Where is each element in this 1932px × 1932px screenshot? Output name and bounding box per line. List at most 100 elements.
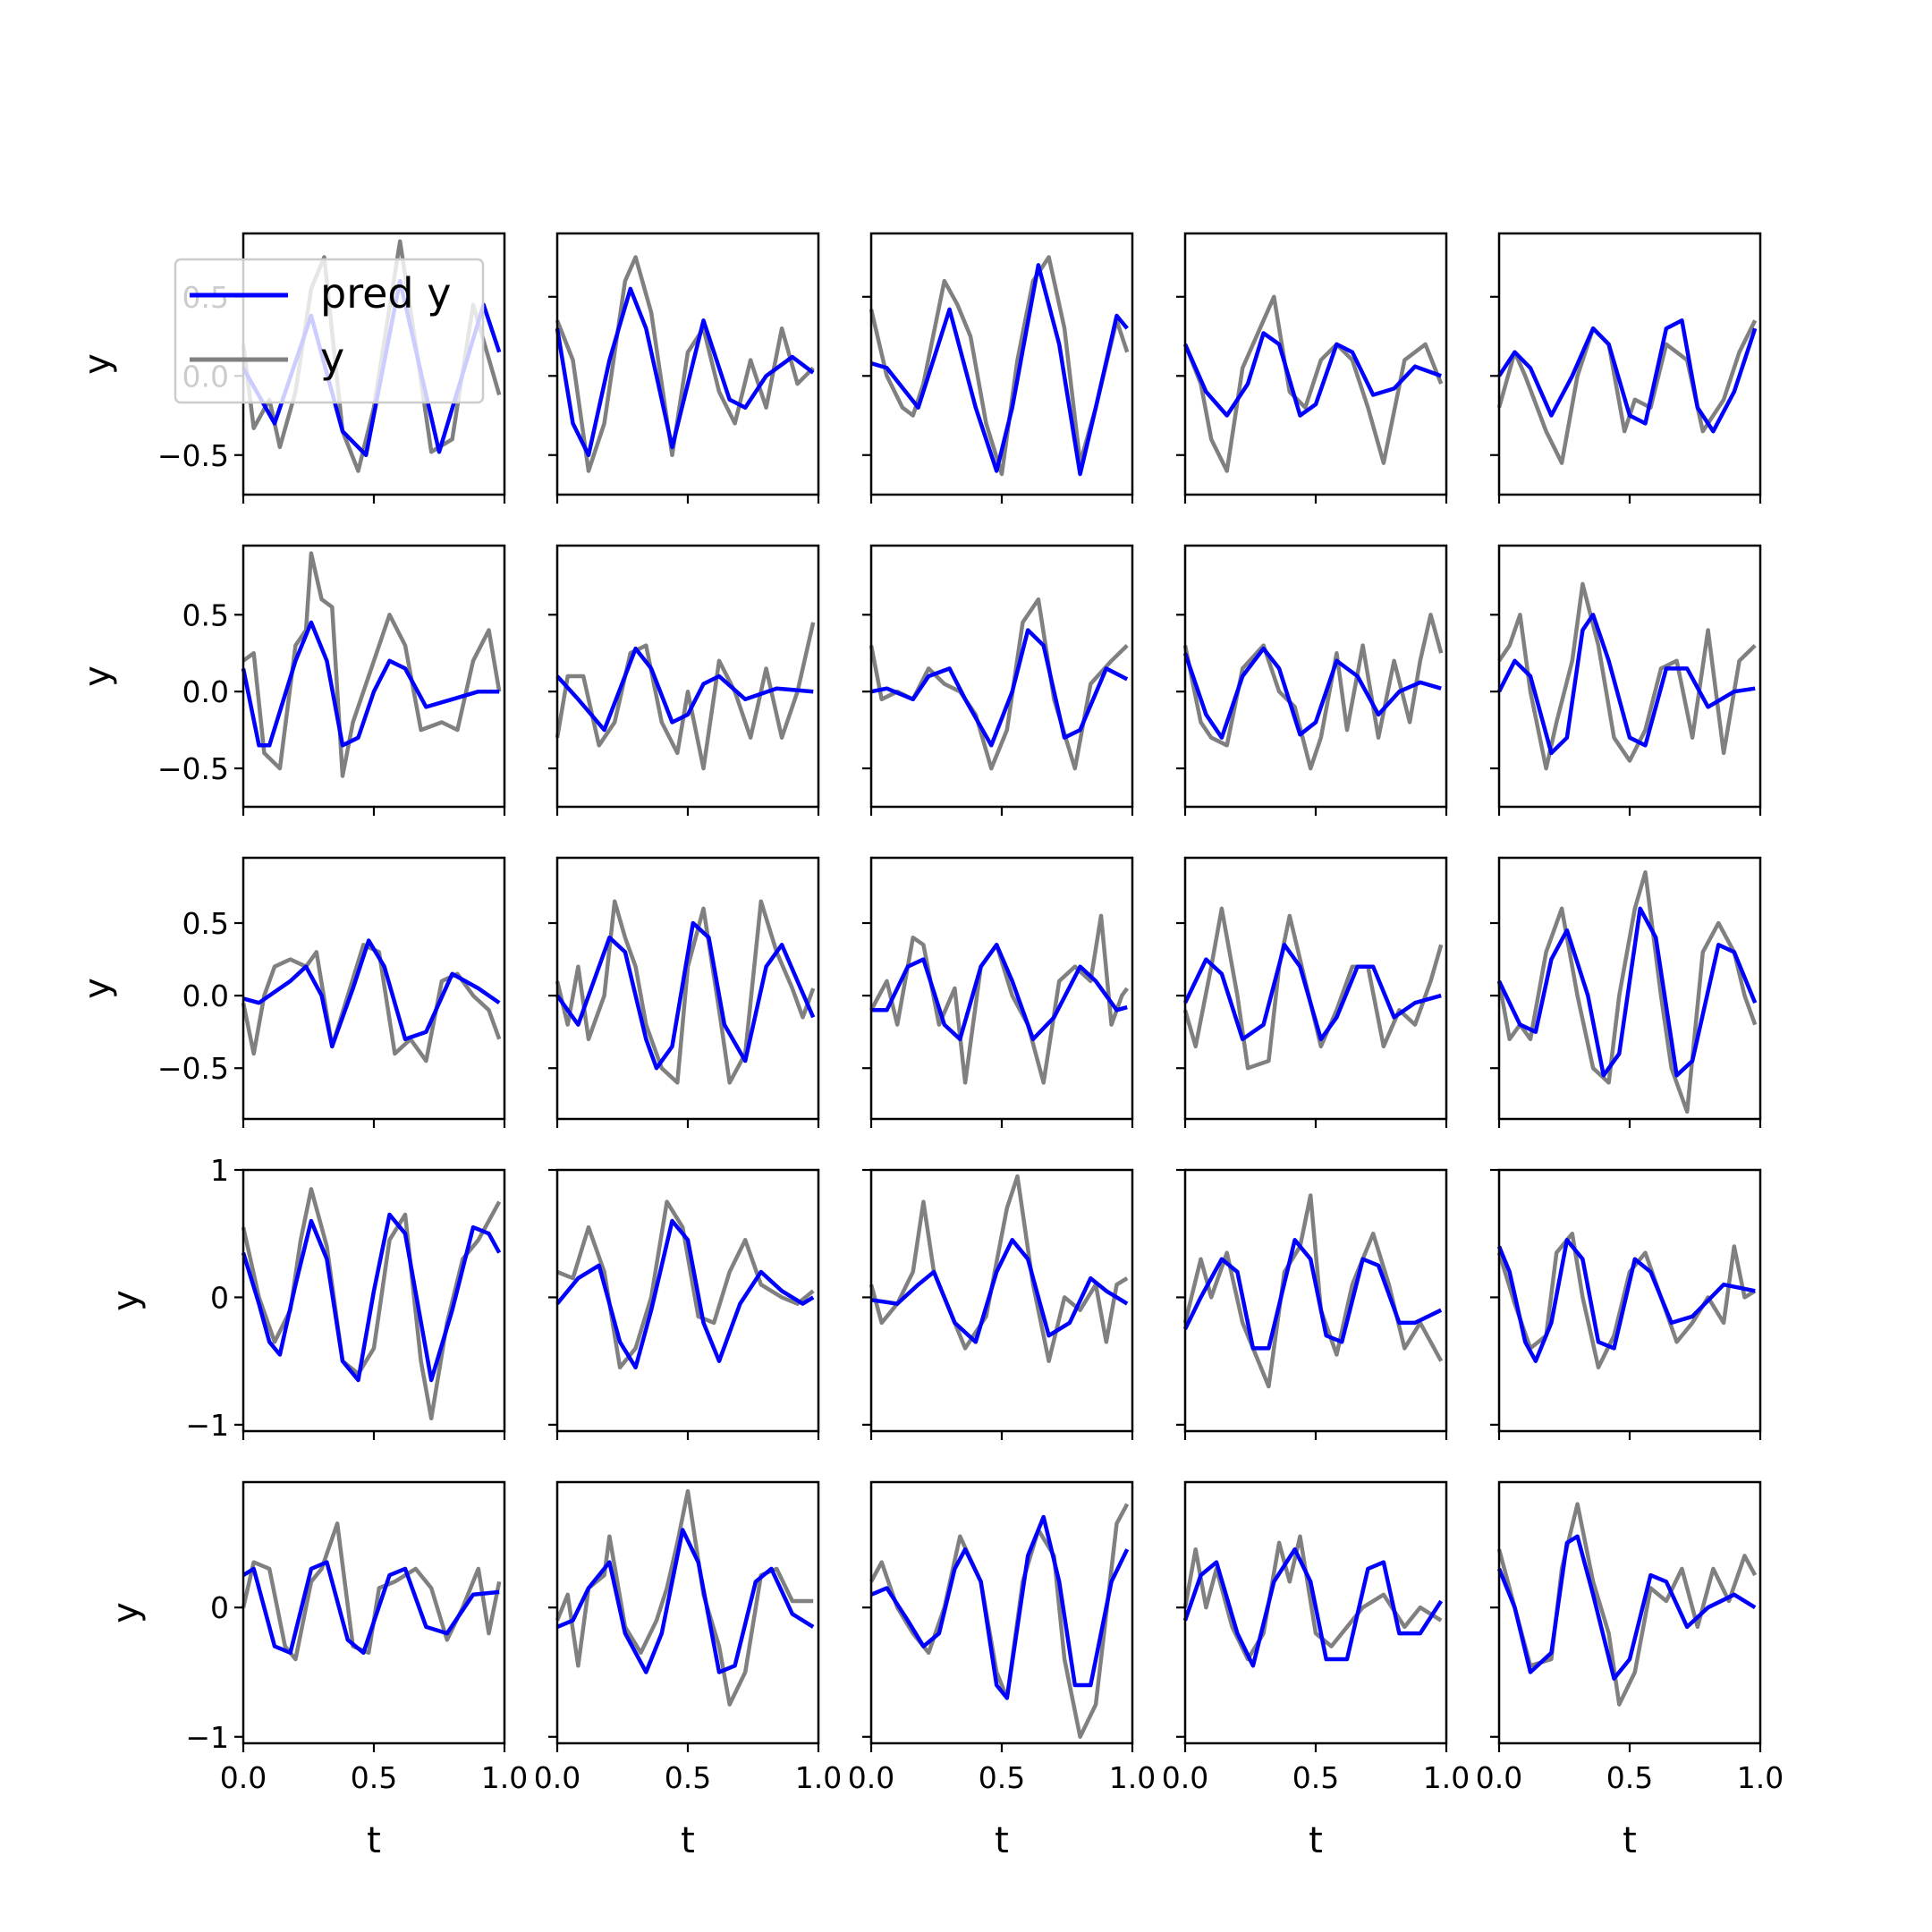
y-series-line [869,913,1130,1085]
y-series-line [555,255,815,473]
y-tick-label: −0.5 [157,438,229,473]
y-tick-label: 0.5 [182,597,229,632]
axes-frame [869,1480,1134,1745]
y-series-line [1497,581,1757,771]
y-series-line [1182,1193,1444,1389]
subplot [1176,232,1448,504]
y-tick-label: 0 [210,1280,229,1315]
x-tick-label: 0.5 [351,1760,397,1795]
subplot [548,1168,820,1440]
subplot: −1 0 0.0 0.5 1.0 y t [106,1480,528,1861]
axes-frame [869,544,1134,809]
y-series-line [555,622,816,771]
y-axis-label: y [77,665,118,687]
pred-series-line [1182,1546,1444,1668]
pred-series-line [870,263,1129,477]
y-axis-label: y [77,978,118,999]
y-axis-label: y [106,1602,147,1623]
x-tick-label: 0.0 [534,1760,580,1795]
x-tick-label: 0.0 [848,1760,894,1795]
y-series-line [1496,1502,1758,1707]
axes-frame [1497,1168,1762,1433]
subplot: −1 0 1 y [106,1153,506,1443]
x-tick-label: 0.5 [1292,1760,1339,1795]
pred-series-line [555,646,814,733]
axes-frame [869,1168,1134,1433]
x-tick-label: 1.0 [1109,1760,1156,1795]
x-tick-label: 1.0 [795,1760,842,1795]
y-series-line [241,943,502,1063]
axes-frame [1497,1480,1762,1745]
axes-frame [1183,232,1448,496]
pred-series-line [1497,318,1758,434]
y-tick-label: −1 [185,1408,229,1443]
pred-series-line [1182,646,1442,740]
x-axis-label: t [1623,1820,1637,1861]
subplot [1176,544,1448,816]
axes-frame [1183,1168,1448,1433]
x-tick-label: 1.0 [1737,1760,1784,1795]
pred-series-line [555,286,815,458]
axes-frame [869,856,1134,1121]
x-axis-label: t [367,1820,381,1861]
y-tick-label: 1 [210,1153,229,1188]
y-series-line [1182,906,1444,1071]
axes-frame [1497,544,1762,809]
y-series-line [556,1199,815,1370]
subplot [1490,856,1762,1128]
axes-frame [1497,232,1762,496]
y-series-line [241,1521,502,1662]
subplot [548,232,820,504]
x-tick-label: 0.5 [1606,1760,1653,1795]
subplot: 0.0 0.5 1.0 t [534,1480,842,1861]
y-axis-label: y [106,1290,147,1311]
axes-frame [555,544,820,809]
subplot: 0.0 0.5 1.0 t [848,1480,1156,1861]
subplot [1490,232,1762,504]
subplot [862,544,1134,816]
y-series-line [1182,1534,1443,1662]
pred-series-line [1496,1238,1756,1363]
y-tick-label: 0.0 [182,979,229,1013]
pred-series-line [242,1560,500,1656]
y-series-line [555,899,816,1085]
subplot [862,856,1134,1128]
legend-pred-label: pred y [320,269,451,318]
y-series-line [869,255,1130,477]
axes-frame [242,544,506,809]
x-tick-label: 0.0 [1162,1760,1208,1795]
y-tick-label: 0.0 [182,674,229,709]
subplot [548,856,820,1128]
y-series-line [242,551,502,778]
y-tick-label: −0.5 [157,751,229,786]
axes-frame [555,1480,820,1745]
y-series-line [555,1488,814,1707]
pred-series-line [555,920,816,1071]
axes-frame [555,1168,820,1433]
subplot [1490,544,1762,816]
pred-series-line [870,1238,1129,1344]
pred-series-line [556,1528,815,1674]
subplot-grid: −0.50.00.5y−0.50.00.5y−0.50.00.5y−101y−1… [77,232,1784,1861]
pred-series-line [1496,906,1758,1078]
y-series-line [1182,613,1444,771]
x-axis-label: t [995,1820,1009,1861]
subplot [1176,1168,1448,1440]
subplot: 0.0 0.5 1.0 t [1162,1480,1470,1861]
pred-series-line [870,1514,1130,1700]
y-tick-label: 0.5 [182,906,229,941]
y-tick-label: −0.5 [157,1051,229,1086]
legend: pred y y [174,258,485,404]
y-series-line [869,1503,1130,1740]
pred-series-line [1496,613,1756,756]
x-axis-label: t [681,1820,695,1861]
subplot [548,544,820,816]
pred-series-line [241,620,500,748]
y-series-line [1496,319,1758,465]
pred-series-line [870,628,1129,748]
axes-frame [1183,544,1448,809]
subplot [1490,1168,1762,1440]
subplot: −0.5 0.0 0.5 y [77,856,506,1128]
x-axis-label: t [1309,1820,1323,1861]
